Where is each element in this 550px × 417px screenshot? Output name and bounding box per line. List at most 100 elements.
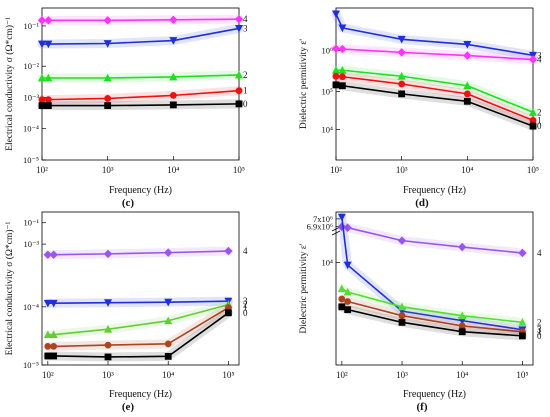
x-tick-label: 10⁴ [162,370,174,380]
data-point [38,102,46,110]
data-point [49,250,58,259]
data-point [518,248,527,258]
y-axis-label: Electrical conductivity σ (Ω*cm)⁻¹ [4,221,15,355]
data-point [44,16,53,25]
series-1: 1 [37,86,248,105]
series-1: 1 [337,294,542,337]
series-0: 0 [37,99,248,111]
data-point [343,287,352,296]
series-label: 3 [537,50,542,60]
data-point [463,90,471,98]
series-2: 2 [37,70,248,83]
data-point [331,44,341,53]
series-4: 4 [337,222,542,258]
y-tick-label: 7x10⁶ [313,214,333,224]
series-3: 3 [43,296,248,308]
data-point [164,316,173,325]
series-label: 4 [537,248,542,258]
data-point [529,122,537,130]
series-label: 2 [243,300,248,310]
data-point [37,16,47,25]
series-2: 2 [337,284,542,327]
data-point [338,73,346,81]
data-point [397,35,406,44]
data-point [398,302,407,311]
data-point [398,90,406,98]
x-axis-label: Frequency (Hz) [403,185,466,196]
data-point [44,343,52,350]
data-point [44,73,53,82]
data-point [38,73,46,82]
series-2: 2 [331,65,542,117]
y-tick-label: 10⁻⁴ [23,302,39,312]
data-point [43,299,52,308]
x-tick-label: 10⁴ [456,370,468,380]
data-point [463,41,472,49]
data-point [463,51,472,60]
data-point [458,322,466,330]
x-axis-label: Frequency (Hz) [109,389,172,400]
data-point [344,306,352,314]
data-point [169,37,178,45]
series-label: 1 [537,115,542,125]
series-1: 1 [331,71,542,125]
y-tick-label: 10⁻¹ [23,21,39,31]
data-point [38,96,46,104]
panel-2: 10² 10³ 10⁴ 10⁵ 10⁻⁵ 10⁻⁴ 10⁻³ 10⁻¹ Frequency (H… [4,211,248,413]
data-point [332,72,340,80]
data-point [49,299,58,308]
y-tick-label: 10⁻³ [23,239,39,249]
series-label: 4 [243,246,248,256]
data-point [344,298,352,305]
data-point [338,66,347,74]
y-tick-label: 10⁻² [23,61,39,71]
series-4: 4 [331,44,542,65]
y-tick-label: 10⁻¹ [23,218,39,228]
data-point [398,312,406,320]
data-point [397,236,407,245]
y-tick-label: 10⁵ [322,87,334,97]
data-point [343,261,352,270]
data-point [50,343,58,350]
data-point [235,100,243,108]
panel-label: (e) [122,401,135,413]
data-point [104,341,112,349]
data-point [332,66,340,74]
y-tick-label: 10⁴ [322,125,334,135]
data-point [234,15,244,24]
series-3: 3 [37,23,248,49]
y-tick-label: 10⁻³ [23,92,39,102]
y-tick-label: 10⁻⁵ [23,360,39,370]
data-point [104,324,113,333]
data-point [104,102,112,110]
series-label: 3 [243,23,248,33]
y-axis-label: Dielectric permitivity ε' [299,243,309,333]
data-point [463,81,472,90]
data-point [397,48,406,57]
plot-frame [41,7,240,161]
series-label: 1 [243,303,248,313]
x-tick-label: 10⁵ [233,165,245,175]
data-point [397,72,406,80]
panel-1: 10² 10³ 10⁴ 10⁵ 10⁴ 10⁵ 10⁶ Frequency (Hz) Diele… [299,7,542,209]
data-point [103,40,112,48]
series-label: 0 [537,331,542,341]
series-1: 1 [43,303,248,351]
data-point [225,309,232,317]
series-label: 2 [537,107,542,117]
panel-label: (c) [122,197,135,209]
data-point [43,250,53,259]
data-point [44,102,52,110]
data-point [164,352,172,360]
series-label: 1 [243,86,248,96]
data-point [338,303,346,311]
x-tick-label: 10³ [102,370,114,380]
y-tick-label: 10⁻⁵ [23,155,39,165]
x-tick-label: 10³ [102,165,114,175]
y-tick-label: 10⁴ [322,257,334,267]
panel-0: 10² 10³ 10⁴ 10⁵ 10⁻⁵ 10⁻⁴ 10⁻³ 10⁻² 10⁻¹ Frequenc… [4,7,248,209]
data-point [104,95,112,102]
data-point [164,298,173,307]
